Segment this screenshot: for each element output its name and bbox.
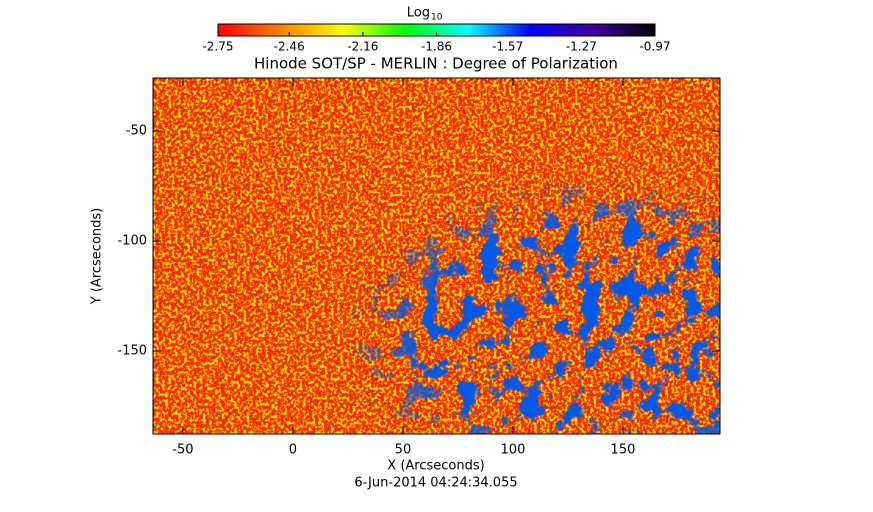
footer: 6-Jun-2014 04:24:34.055 xyxy=(354,476,517,491)
y-tick-label: -100 xyxy=(117,234,147,249)
colorbar-tick-label: -1.57 xyxy=(492,40,523,54)
colorbar-tick-label: -2.16 xyxy=(347,40,378,54)
x-tick-label: -50 xyxy=(172,443,193,458)
plot-frame xyxy=(152,77,721,435)
colorbar-tick-label: -2.46 xyxy=(274,40,305,54)
colorbar-tick-label: -1.86 xyxy=(421,40,452,54)
x-tick-label: 150 xyxy=(611,443,636,458)
colorbar-tick-label: -2.75 xyxy=(202,40,233,54)
y-tick-label: -50 xyxy=(126,124,147,139)
x-tick-label: 100 xyxy=(501,443,526,458)
x-tick-label: 0 xyxy=(289,443,297,458)
x-axis-label: X (Arcseconds) xyxy=(387,459,484,474)
colorbar-tick-label: -1.27 xyxy=(566,40,597,54)
x-tick-label: 50 xyxy=(395,443,412,458)
colorbar-label-subscript: 10 xyxy=(431,13,443,23)
y-tick-label: -150 xyxy=(117,344,147,359)
chart-title: Hinode SOT/SP - MERLIN : Degree of Polar… xyxy=(254,55,618,73)
y-axis-label: Y (Arcseconds) xyxy=(90,208,105,305)
image-patches xyxy=(153,78,720,434)
colorbar-label: Log xyxy=(407,6,430,21)
colorbar-tick-label: -0.97 xyxy=(639,40,670,54)
